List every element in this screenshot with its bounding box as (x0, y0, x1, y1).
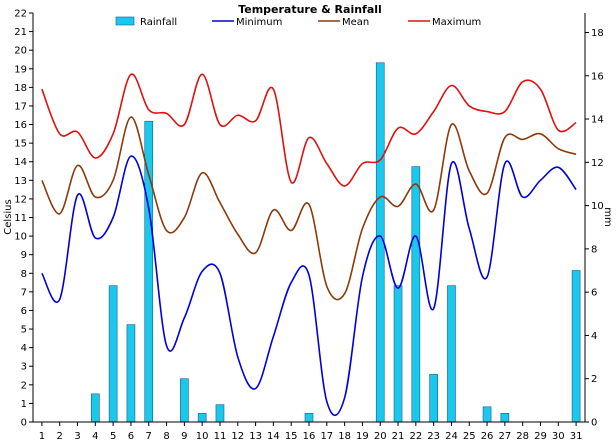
series-line-minimum (41, 155, 577, 416)
x-tick-label: 3 (74, 431, 80, 442)
x-tick-label: 9 (181, 431, 187, 442)
x-tick-label: 5 (110, 431, 116, 442)
x-tick-label: 20 (374, 431, 387, 442)
x-tick-label: 12 (231, 431, 244, 442)
x-tick-label: 27 (499, 431, 512, 442)
rainfall-bar (180, 378, 189, 423)
y-left-tick-label: 8 (21, 269, 27, 280)
y-left-tick-label: 11 (14, 213, 27, 224)
rainfall-bar (304, 413, 314, 423)
y-right-tick-label: 10 (591, 201, 604, 212)
legend: Rainfall Minimum Mean Maximum (115, 16, 481, 28)
x-tick-label: 11 (214, 431, 227, 442)
legend-label: Mean (342, 17, 369, 28)
x-tick-label: 16 (303, 431, 316, 442)
y-right-tick-label: 8 (591, 244, 597, 255)
y-axis-right-title: mm (602, 207, 613, 226)
y-left-tick-label: 17 (14, 101, 27, 112)
y-left-tick-label: 2 (21, 380, 27, 391)
y-right-tick-label: 14 (591, 115, 604, 126)
x-tick-label: 14 (267, 431, 280, 442)
x-tick-label: 10 (196, 431, 209, 442)
x-tick-label: 7 (146, 431, 152, 442)
x-tick-label: 13 (249, 431, 262, 442)
y-right-tick-label: 2 (591, 374, 597, 385)
rainfall-bar (197, 413, 207, 423)
y-left-tick-label: 22 (14, 9, 27, 20)
x-tick-label: 2 (57, 431, 63, 442)
rainfall-bar (429, 374, 438, 423)
rainfall-bars (91, 62, 581, 423)
y-right-tick-label: 12 (591, 158, 604, 169)
y-right-tick-label: 18 (591, 28, 604, 39)
rainfall-bar (126, 324, 136, 423)
legend-label: Rainfall (140, 17, 177, 28)
x-tick-label: 6 (128, 431, 134, 442)
x-tick-label: 31 (570, 431, 583, 442)
x-axis: 1 2 3 4 5 6 7 8 9 10 11 12 13 14 15 16 17 18 19 20 21 22 23 24 2… (39, 422, 583, 442)
y-left-tick-label: 16 (14, 120, 27, 131)
rainfall-bar (411, 166, 421, 423)
x-tick-label: 19 (356, 431, 369, 442)
x-tick-label: 23 (427, 431, 440, 442)
y-left-tick-label: 13 (14, 176, 27, 187)
y-left-tick-label: 10 (14, 232, 27, 243)
y-left-tick-label: 19 (14, 64, 27, 75)
y-left-tick-label: 1 (21, 399, 27, 410)
y-left-tick-label: 9 (21, 250, 27, 261)
rainfall-bar (108, 285, 118, 423)
y-left-tick-label: 0 (21, 418, 27, 429)
legend-label: Minimum (236, 17, 282, 28)
x-tick-label: 21 (392, 431, 405, 442)
x-tick-label: 18 (338, 431, 351, 442)
y-left-tick-label: 20 (14, 46, 27, 57)
temperature-lines (41, 73, 577, 416)
x-tick-label: 8 (163, 431, 169, 442)
x-tick-label: 30 (552, 431, 565, 442)
y-left-tick-label: 15 (14, 139, 27, 150)
x-tick-label: 22 (409, 431, 422, 442)
rainfall-bar (482, 406, 492, 423)
legend-label: Maximum (432, 17, 481, 28)
y-axis-left-title: Celsius (3, 199, 14, 234)
y-right-tick-label: 16 (591, 71, 604, 82)
chart-title: Temperature & Rainfall (238, 3, 382, 16)
y-axis-right: 0 2 4 6 8 10 12 14 16 18 (585, 28, 604, 429)
rainfall-bar (571, 270, 581, 423)
y-left-tick-label: 12 (14, 194, 27, 205)
y-left-tick-label: 6 (21, 306, 27, 317)
rainfall-bar (500, 413, 510, 423)
y-left-tick-label: 14 (14, 157, 27, 168)
x-tick-label: 1 (39, 431, 45, 442)
y-right-tick-label: 6 (591, 288, 597, 299)
y-left-tick-label: 18 (14, 83, 27, 94)
y-left-tick-label: 5 (21, 325, 27, 336)
series-line-mean (41, 116, 577, 301)
y-left-tick-label: 7 (21, 287, 27, 298)
series-line-maximum (41, 73, 577, 187)
rainfall-bar (393, 285, 403, 423)
rainfall-bar (91, 393, 100, 423)
x-tick-label: 4 (92, 431, 98, 442)
legend-swatch-rainfall (115, 16, 135, 26)
x-tick-label: 26 (481, 431, 494, 442)
x-tick-label: 28 (516, 431, 529, 442)
rainfall-bar (447, 285, 456, 423)
y-right-tick-label: 4 (591, 331, 597, 342)
x-tick-label: 24 (445, 431, 458, 442)
y-left-tick-label: 21 (14, 27, 27, 38)
rainfall-bar (215, 404, 225, 423)
x-tick-label: 25 (463, 431, 476, 442)
y-left-tick-label: 4 (21, 343, 27, 354)
x-tick-label: 15 (285, 431, 298, 442)
x-tick-label: 29 (534, 431, 547, 442)
y-left-tick-label: 3 (21, 362, 27, 373)
x-tick-label: 17 (320, 431, 333, 442)
y-right-tick-label: 0 (591, 418, 597, 429)
